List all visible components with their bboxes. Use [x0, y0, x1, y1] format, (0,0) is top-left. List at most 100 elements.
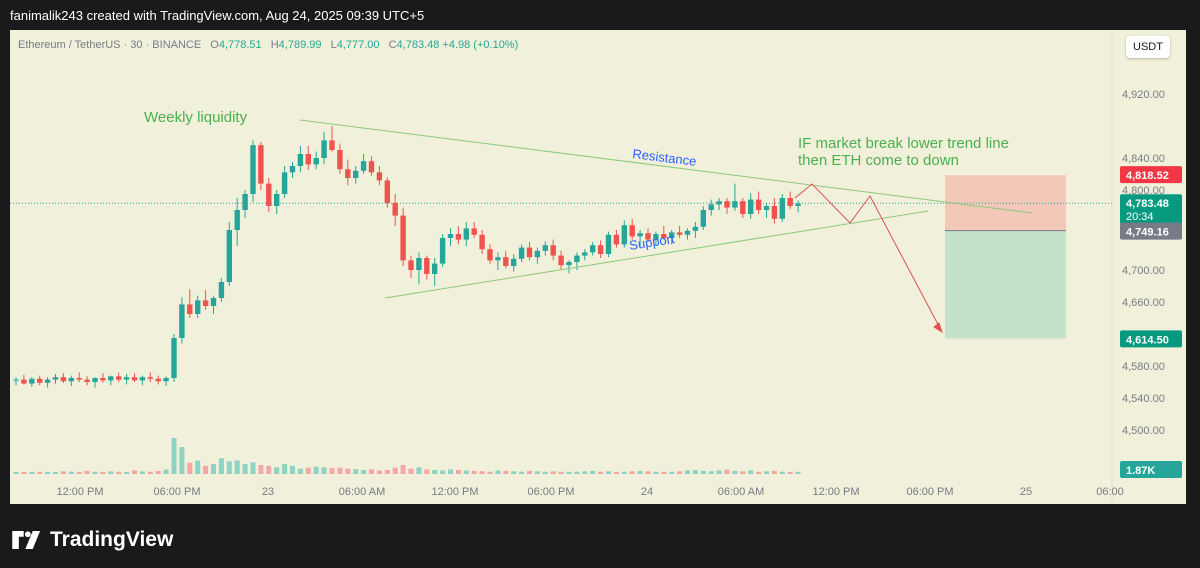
- candle-body: [400, 215, 406, 261]
- volume-bar: [716, 470, 722, 474]
- candle-body: [321, 140, 327, 158]
- volume-bar: [756, 471, 762, 474]
- candle-body: [21, 379, 27, 384]
- symbol-name[interactable]: Ethereum / TetherUS · 30 · BINANCE: [18, 39, 202, 51]
- volume-bar: [574, 471, 580, 474]
- volume-bar: [250, 462, 256, 474]
- candle-body: [329, 140, 335, 150]
- candle-body: [463, 228, 469, 240]
- candle-body: [740, 201, 746, 214]
- volume-bar: [297, 468, 303, 474]
- candle-body: [60, 377, 67, 382]
- volume-bar: [124, 472, 130, 474]
- volume-bar: [440, 470, 446, 474]
- volume-bar: [692, 469, 698, 474]
- volume-bar: [266, 465, 272, 474]
- volume-bar: [463, 470, 469, 474]
- candle-body: [692, 226, 699, 231]
- time-tick-label: 06:00 AM: [718, 486, 764, 498]
- candle-body: [266, 183, 272, 206]
- candle-body: [605, 234, 612, 254]
- candle-body: [171, 338, 177, 378]
- support-trendline: [384, 210, 929, 299]
- candle-body: [360, 161, 367, 171]
- chart-area[interactable]: 4,920.00 4,840.00 4,800.00 4,700.00 4,660.00…: [10, 30, 1186, 504]
- candle-body: [147, 377, 153, 379]
- candle-body: [653, 234, 659, 240]
- volume-bar: [432, 469, 438, 474]
- volume-bar: [187, 462, 193, 474]
- volume-bar: [116, 471, 122, 474]
- trade-note-line-2: then ETH come to down: [798, 152, 959, 169]
- volume-bar: [590, 470, 596, 474]
- candle-body: [44, 379, 51, 383]
- volume-bar: [542, 471, 548, 474]
- volume-bar: [369, 469, 374, 474]
- open-value: 4,778.51: [218, 39, 262, 51]
- volume-bar: [471, 470, 477, 474]
- volume-bar: [392, 467, 398, 474]
- volume-bar: [629, 471, 635, 474]
- low-value: 4,777.00: [336, 39, 380, 51]
- volume-bar: [282, 464, 288, 474]
- volume-bar: [68, 471, 74, 474]
- candle-body: [13, 379, 19, 381]
- projection-arrowhead: [933, 322, 943, 334]
- resistance-label: Resistance: [632, 146, 698, 169]
- candle-body: [732, 201, 738, 208]
- volume-bar: [84, 470, 90, 474]
- volume-bar: [566, 472, 572, 474]
- stop-loss-zone: [945, 175, 1066, 231]
- target-bottom-badge-bg: [1120, 330, 1182, 348]
- volume-bar: [179, 447, 185, 474]
- volume-bar: [534, 471, 540, 474]
- candle-body: [755, 199, 762, 210]
- tradingview-logo[interactable]: TradingView: [12, 528, 173, 552]
- candle-body: [684, 230, 691, 235]
- candle-body: [210, 298, 217, 306]
- candle-body: [226, 230, 232, 282]
- volume-bar: [519, 471, 525, 474]
- volume-bar: [455, 469, 461, 474]
- volume-bar: [700, 470, 706, 474]
- volume-bar: [337, 467, 343, 474]
- volume-bar: [321, 467, 327, 474]
- change-value: +4.98 (+0.10%): [442, 39, 519, 51]
- volume-bar: [211, 464, 216, 474]
- time-tick-label: 24: [641, 486, 653, 498]
- volume-bar: [290, 465, 295, 474]
- volume-bar: [400, 465, 406, 474]
- volume-bar: [598, 471, 604, 474]
- volume-bar: [653, 471, 659, 474]
- tradingview-logo-icon: [12, 531, 41, 549]
- candle-body: [511, 258, 517, 266]
- candle-body: [771, 206, 778, 219]
- volume-bar: [503, 470, 509, 474]
- close-label: C: [388, 39, 397, 51]
- candle-body: [471, 228, 477, 235]
- close-value: 4,783.48: [396, 39, 440, 51]
- candle-body: [582, 252, 588, 256]
- currency-button[interactable]: USDT: [1126, 36, 1170, 58]
- volume-bar: [376, 470, 382, 474]
- candlestick-chart[interactable]: 4,920.00 4,840.00 4,800.00 4,700.00 4,660.00…: [10, 30, 1186, 504]
- volume-bar: [353, 469, 359, 474]
- candle-body: [37, 378, 43, 383]
- volume-bar: [582, 471, 588, 474]
- candle-body: [676, 232, 683, 235]
- volume-bar: [685, 470, 690, 474]
- candle-body: [526, 247, 533, 258]
- candle-body: [534, 250, 541, 258]
- candle-body: [621, 225, 627, 245]
- volume-bar: [487, 471, 493, 474]
- footer: TradingView: [0, 504, 1200, 568]
- last-price-badge: 4,783.48: [1126, 198, 1169, 210]
- volume-bar: [108, 471, 114, 474]
- volume-bar: [305, 467, 311, 474]
- candle-body: [289, 166, 296, 173]
- volume-bar: [408, 468, 414, 474]
- time-tick-label: 25: [1020, 486, 1032, 498]
- symbol-info-bar: Ethereum / TetherUS · 30 · BINANCE O4,77…: [18, 39, 518, 51]
- volume-bar: [764, 471, 769, 474]
- volume-bar: [329, 468, 335, 474]
